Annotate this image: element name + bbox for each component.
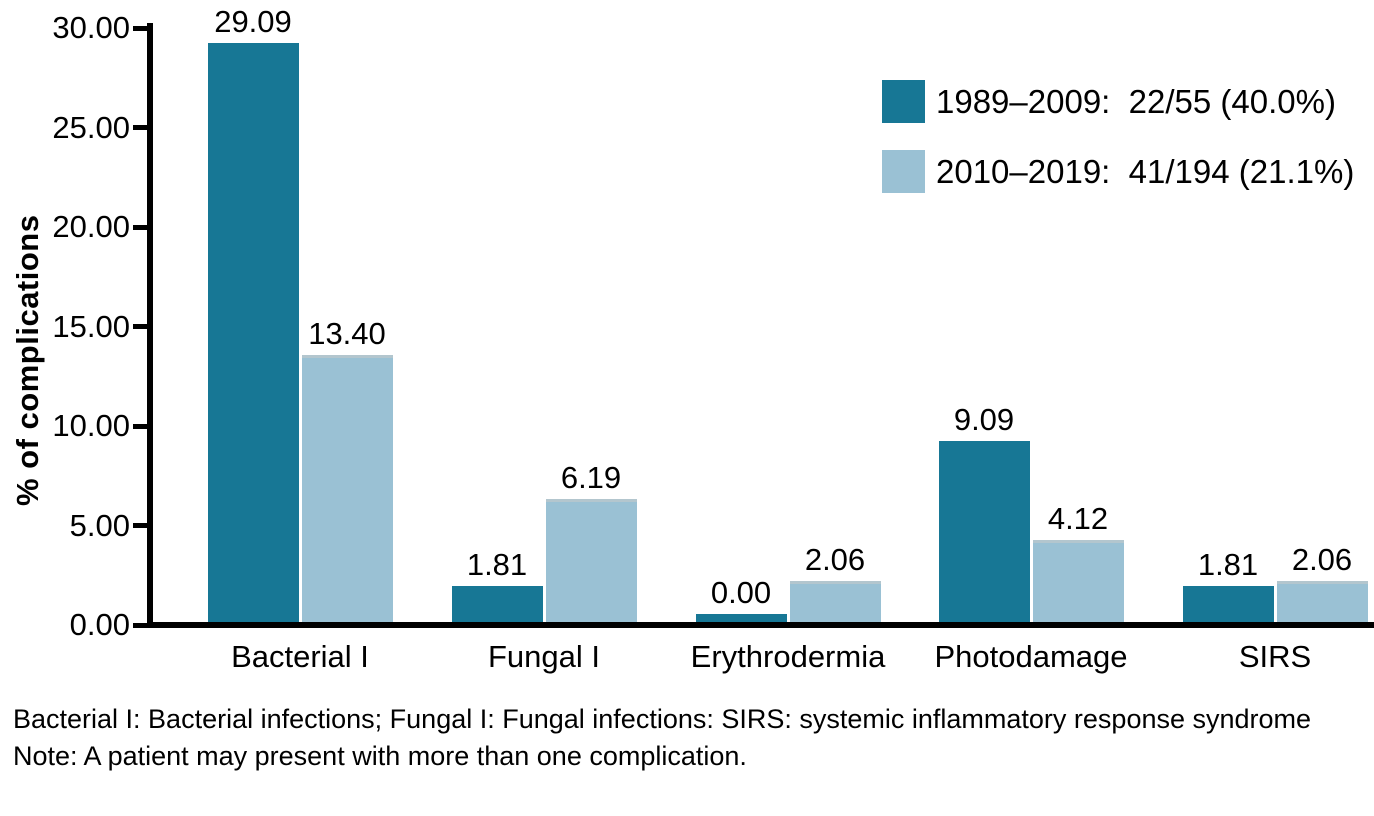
y-axis-tick-label: 0.00	[69, 607, 130, 642]
legend-swatch-icon	[882, 80, 925, 123]
y-axis-tick-label: 30.00	[52, 10, 130, 45]
bar-series2-bacterial-i	[301, 355, 393, 622]
legend-row: 1989–2009: 22/55 (40.0%)	[882, 80, 1354, 123]
value-label: 2.06	[1291, 542, 1353, 577]
y-axis-tick-mark	[133, 125, 147, 130]
legend-label: 1989–2009: 22/55 (40.0%)	[936, 83, 1336, 120]
category-label-photodamage: Photodamage	[934, 639, 1128, 674]
y-axis-tick-mark	[133, 224, 147, 230]
y-axis-tick-label: 10.00	[52, 408, 130, 443]
y-axis-tick-mark	[133, 324, 147, 329]
legend: 1989–2009: 22/55 (40.0%) 2010–2019: 41/19…	[882, 80, 1354, 220]
bar-series2-fungal-i	[545, 499, 637, 622]
bar-series1-bacterial-i	[207, 43, 299, 622]
bar-series2-sirs	[1276, 581, 1368, 622]
value-label: 13.40	[308, 316, 386, 351]
value-label: 6.19	[560, 460, 622, 495]
bar-series1-fungal-i	[451, 586, 543, 622]
value-label: 9.09	[953, 402, 1015, 437]
category-label-erythrodermia: Erythrodermia	[690, 639, 886, 674]
value-label: 1.81	[466, 547, 528, 582]
category-label-bacterial-i: Bacterial I	[231, 639, 369, 674]
y-axis-tick-mark	[133, 423, 147, 429]
y-axis-tick-mark	[133, 523, 147, 528]
y-axis-tick-label: 5.00	[69, 507, 130, 543]
y-axis-line	[147, 23, 153, 628]
y-axis-tick-label: 25.00	[52, 109, 130, 145]
footnotes: Bacterial I: Bacterial infections; Funga…	[13, 701, 1363, 775]
y-axis-tick-mark	[133, 622, 147, 628]
bar-series1-erythrodermia	[695, 614, 787, 622]
value-label: 4.12	[1047, 501, 1109, 536]
legend-row: 2010–2019: 41/194 (21.1%)	[882, 150, 1354, 193]
bar-series2-erythrodermia	[789, 581, 881, 622]
x-axis-line	[147, 622, 1374, 628]
legend-label: 2010–2019: 41/194 (21.1%)	[936, 153, 1355, 190]
value-label: 29.09	[214, 4, 292, 39]
y-axis-tick-mark	[133, 25, 147, 31]
value-label: 1.81	[1197, 547, 1259, 582]
category-label-fungal-i: Fungal I	[487, 639, 600, 674]
bar-series1-sirs	[1182, 586, 1274, 622]
y-axis-tick-label: 15.00	[52, 308, 130, 344]
value-label: 2.06	[804, 542, 866, 577]
footnote-note: Note: A patient may present with more th…	[13, 741, 747, 771]
y-axis-tick-label: 20.00	[52, 209, 130, 244]
category-label-sirs: SIRS	[1238, 639, 1312, 674]
bar-series2-photodamage	[1032, 540, 1124, 622]
legend-swatch-icon	[882, 150, 925, 193]
bar-series1-photodamage	[938, 441, 1030, 622]
value-label: 0.00	[710, 575, 772, 610]
footnote-abbreviations: Bacterial I: Bacterial infections; Funga…	[13, 704, 1312, 734]
